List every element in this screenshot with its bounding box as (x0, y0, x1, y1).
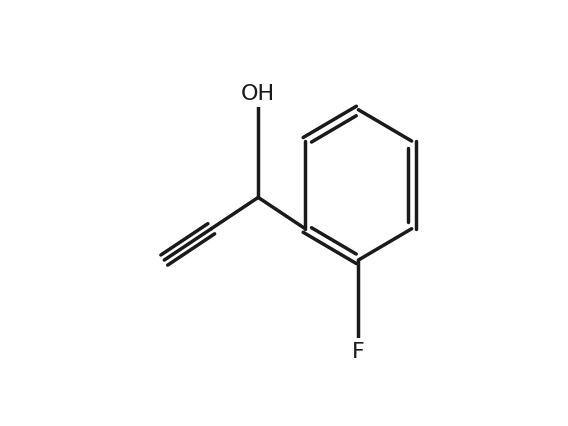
Text: OH: OH (241, 84, 275, 104)
Text: F: F (352, 342, 365, 362)
